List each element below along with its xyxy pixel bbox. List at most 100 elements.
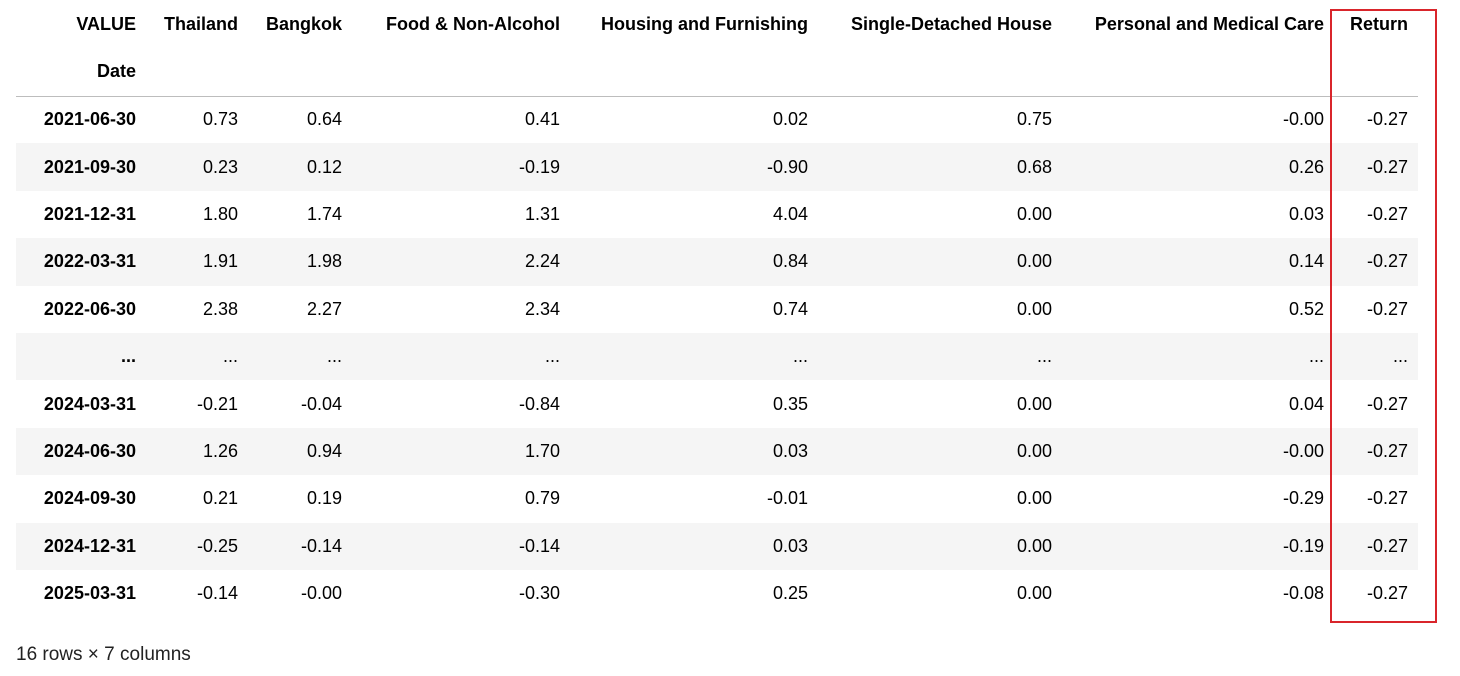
cell: -0.30 <box>518 583 560 604</box>
table-header: VALUE Thailand Bangkok Food & Non-Alcohol Ho… <box>16 0 1418 96</box>
empty-header-cell <box>570 48 818 96</box>
row-index: 2021-09-30 <box>43 156 136 177</box>
cell: -0.19 <box>518 156 560 177</box>
cell: 2.24 <box>524 251 560 272</box>
cell: -0.84 <box>518 393 560 414</box>
column-header: Food & Non-Alcohol <box>386 13 560 34</box>
row-index: 2024-03-31 <box>43 393 136 414</box>
cell: 0.04 <box>1288 393 1324 414</box>
row-index: 2022-06-30 <box>43 298 136 319</box>
row-index: 2024-09-30 <box>43 488 136 509</box>
index-label: Date <box>96 61 136 82</box>
cell: 0.52 <box>1288 298 1324 319</box>
cell: 0.21 <box>202 488 238 509</box>
data-row: 2025-03-31 -0.14 -0.00 -0.30 0.25 0.00 -0.08 -0… <box>16 570 1418 617</box>
data-row: 2021-06-30 0.73 0.64 0.41 0.02 0.75 -0.00 -0.27 <box>16 96 1418 143</box>
cell: -0.27 <box>1366 298 1408 319</box>
cell: -0.27 <box>1366 488 1408 509</box>
cell: 0.68 <box>1016 156 1052 177</box>
column-header: Return <box>1350 13 1408 34</box>
column-header: Personal and Medical Care <box>1094 13 1324 34</box>
cell: 0.00 <box>1016 393 1052 414</box>
cell: -0.08 <box>1282 583 1324 604</box>
column-header: Thailand <box>163 13 238 34</box>
index-name: VALUE <box>76 13 136 34</box>
cell: ... <box>1308 346 1324 367</box>
cell: 0.73 <box>202 109 238 130</box>
cell: -0.00 <box>1282 109 1324 130</box>
cell: 0.00 <box>1016 583 1052 604</box>
cell: -0.00 <box>300 583 342 604</box>
empty-header-cell <box>248 48 352 96</box>
cell: -0.01 <box>766 488 808 509</box>
cell: 0.03 <box>772 440 808 461</box>
row-index: 2024-12-31 <box>43 535 136 556</box>
cell: ... <box>792 346 808 367</box>
data-row: 2024-09-30 0.21 0.19 0.79 -0.01 0.00 -0.29 -0.2… <box>16 475 1418 522</box>
cell: ... <box>544 346 560 367</box>
column-header: Housing and Furnishing <box>601 13 808 34</box>
empty-header-cell <box>352 48 570 96</box>
cell: 0.84 <box>772 251 808 272</box>
empty-header-cell <box>146 48 248 96</box>
cell: 0.00 <box>1016 488 1052 509</box>
cell: 2.34 <box>524 298 560 319</box>
highlight-box <box>1330 9 1437 623</box>
cell: -0.27 <box>1366 109 1408 130</box>
cell: 1.74 <box>306 203 342 224</box>
empty-header-cell <box>1062 48 1334 96</box>
cell: 0.35 <box>772 393 808 414</box>
cell: -0.19 <box>1282 535 1324 556</box>
cell: 0.00 <box>1016 203 1052 224</box>
cell: 0.00 <box>1016 440 1052 461</box>
data-row: 2022-06-30 2.38 2.27 2.34 0.74 0.00 0.52 -0.27 <box>16 286 1418 333</box>
cell: 1.70 <box>524 440 560 461</box>
cell: -0.00 <box>1282 440 1324 461</box>
cell: 0.25 <box>772 583 808 604</box>
cell: 4.04 <box>772 203 808 224</box>
cell: 0.41 <box>524 109 560 130</box>
cell: 1.98 <box>306 251 342 272</box>
cell: -0.27 <box>1366 440 1408 461</box>
cell: 2.38 <box>202 298 238 319</box>
cell: -0.25 <box>196 535 238 556</box>
cell: 0.79 <box>524 488 560 509</box>
cell: -0.14 <box>518 535 560 556</box>
row-index: ... <box>120 346 136 367</box>
cell: 0.74 <box>772 298 808 319</box>
row-index: 2022-03-31 <box>43 251 136 272</box>
cell: 1.91 <box>202 251 238 272</box>
cell: 0.03 <box>772 535 808 556</box>
index-label-row: Date <box>16 48 1418 96</box>
cell: 0.00 <box>1016 535 1052 556</box>
cell: -0.14 <box>196 583 238 604</box>
header-row: VALUE Thailand Bangkok Food & Non-Alcohol Ho… <box>16 0 1418 48</box>
cell: -0.27 <box>1366 203 1408 224</box>
row-index: 2021-06-30 <box>43 109 136 130</box>
row-index: 2021-12-31 <box>43 203 136 224</box>
column-header: Bangkok <box>265 13 342 34</box>
cell: 1.80 <box>202 203 238 224</box>
cell: 0.19 <box>306 488 342 509</box>
cell: 0.94 <box>306 440 342 461</box>
cell: 0.64 <box>306 109 342 130</box>
cell: -0.21 <box>196 393 238 414</box>
cell: 0.23 <box>202 156 238 177</box>
cell: 0.75 <box>1016 109 1052 130</box>
cell: -0.29 <box>1282 488 1324 509</box>
cell: -0.14 <box>300 535 342 556</box>
cell: -0.27 <box>1366 251 1408 272</box>
cell: 1.31 <box>524 203 560 224</box>
cell: ... <box>1036 346 1052 367</box>
data-row: 2021-09-30 0.23 0.12 -0.19 -0.90 0.68 0.26 -0.2… <box>16 143 1418 191</box>
cell: 0.02 <box>772 109 808 130</box>
cell: 0.12 <box>306 156 342 177</box>
data-row: 2022-03-31 1.91 1.98 2.24 0.84 0.00 0.14 -0.27 <box>16 238 1418 286</box>
table-body: 2021-06-30 0.73 0.64 0.41 0.02 0.75 -0.00 -0.27… <box>16 96 1418 617</box>
column-header: Single-Detached House <box>850 13 1052 34</box>
cell: 0.26 <box>1288 156 1324 177</box>
cell: -0.27 <box>1366 156 1408 177</box>
cell: 2.27 <box>306 298 342 319</box>
cell: 0.00 <box>1016 298 1052 319</box>
